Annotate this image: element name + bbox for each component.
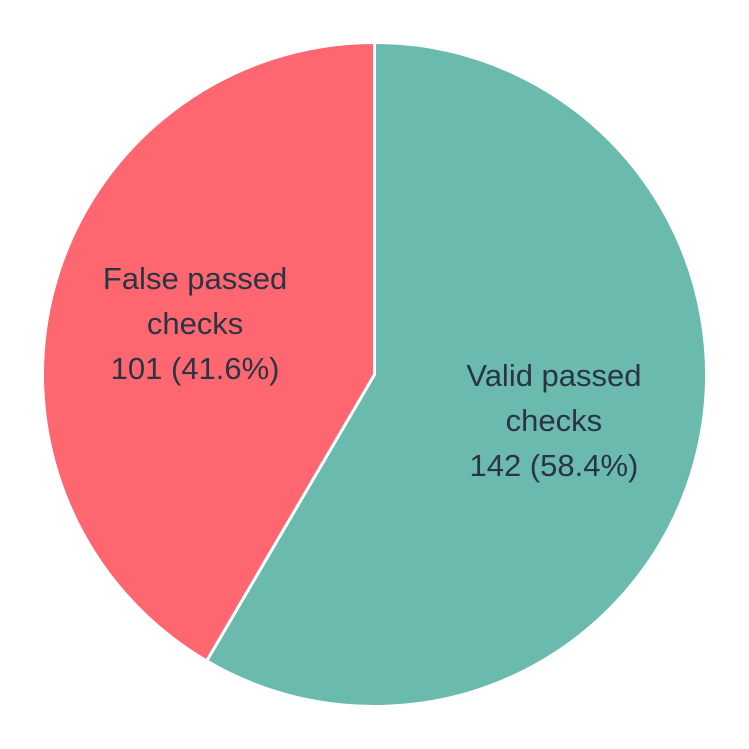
slices-layer [41, 41, 708, 708]
slice-value-label-0: 142 (58.4%) [469, 448, 638, 483]
slice-label-0: Valid passed checks 142 (58.4%) [466, 358, 641, 483]
slice-name-label-0: Valid passed [466, 358, 641, 393]
slice-label-1: False passed checks 101 (41.6%) [103, 261, 287, 386]
labels-layer: Valid passed checks 142 (58.4%) False passe… [103, 261, 642, 483]
slice-name-label-1: checks [147, 306, 243, 341]
pie-slice-1 [41, 41, 376, 663]
slice-value-label-1: 101 (41.6%) [111, 351, 280, 386]
pie-slice-0 [205, 41, 708, 708]
slice-name-label-0: checks [506, 403, 602, 438]
slice-name-label-1: False passed [103, 261, 287, 296]
